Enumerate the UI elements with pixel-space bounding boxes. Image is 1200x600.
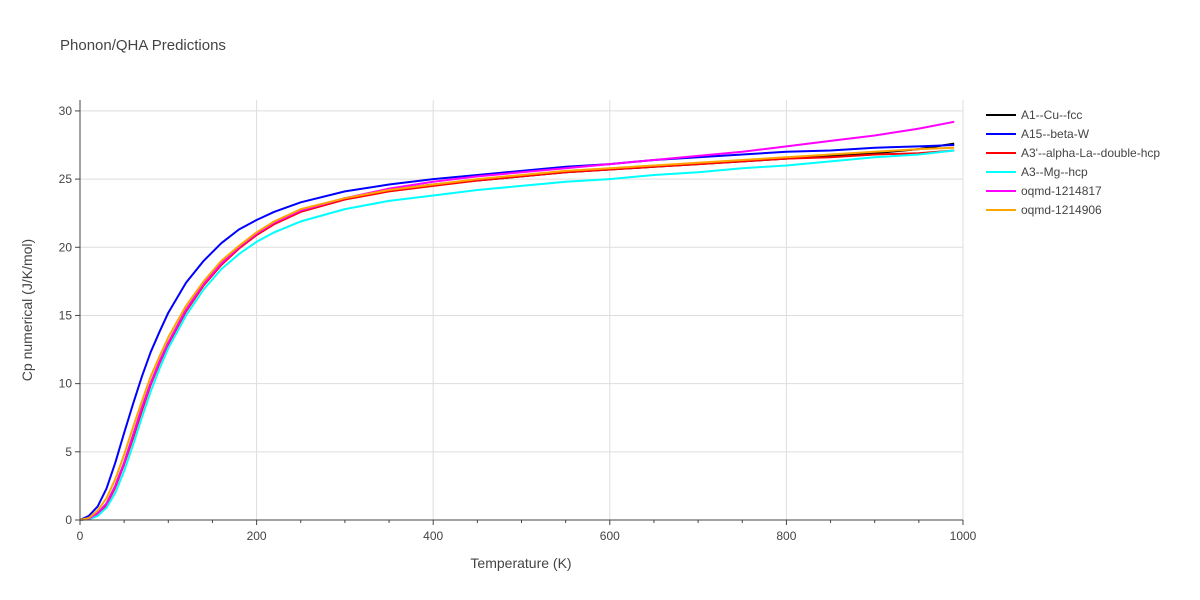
y-tick-label: 20 bbox=[59, 240, 73, 254]
plot-area bbox=[79, 120, 955, 521]
series-line-4 bbox=[79, 120, 955, 521]
x-tick-label: 1000 bbox=[950, 529, 977, 543]
chart-title: Phonon/QHA Predictions bbox=[60, 37, 226, 54]
series-line-1 bbox=[79, 144, 955, 521]
series-line-5 bbox=[79, 146, 955, 521]
series-line-3 bbox=[79, 149, 955, 521]
ticks: 0 200 400 600 800 1000 0 5 10 15 20 25 30 bbox=[59, 104, 977, 543]
y-axis-title: Cp numerical (J/K/mol) bbox=[19, 239, 35, 381]
y-tick-label: 0 bbox=[65, 513, 72, 527]
y-tick-label: 5 bbox=[65, 445, 72, 459]
series-line-2 bbox=[79, 149, 955, 521]
x-tick-label: 600 bbox=[600, 529, 620, 543]
grid bbox=[80, 100, 964, 520]
legend-entry: oqmd-1214817 bbox=[1021, 184, 1102, 198]
x-tick-label: 800 bbox=[776, 529, 796, 543]
y-tick-label: 30 bbox=[59, 104, 73, 118]
legend-entry: A15--beta-W bbox=[1021, 127, 1090, 141]
legend-entry: oqmd-1214906 bbox=[1021, 203, 1102, 217]
legend-entry: A3'--alpha-La--double-hcp bbox=[1021, 146, 1160, 160]
legend: A1--Cu--fcc A15--beta-W A3'--alpha-La--dou… bbox=[986, 108, 1160, 217]
series-line-0 bbox=[79, 142, 955, 521]
y-tick-label: 15 bbox=[59, 308, 73, 322]
x-tick-label: 0 bbox=[77, 529, 84, 543]
x-tick-label: 400 bbox=[423, 529, 443, 543]
x-tick-label: 200 bbox=[247, 529, 267, 543]
y-tick-label: 10 bbox=[59, 377, 73, 391]
axes bbox=[79, 100, 963, 521]
x-axis-title: Temperature (K) bbox=[470, 555, 571, 571]
legend-entry: A3--Mg--hcp bbox=[1021, 165, 1088, 179]
y-tick-label: 25 bbox=[59, 172, 73, 186]
legend-entry: A1--Cu--fcc bbox=[1021, 108, 1082, 122]
